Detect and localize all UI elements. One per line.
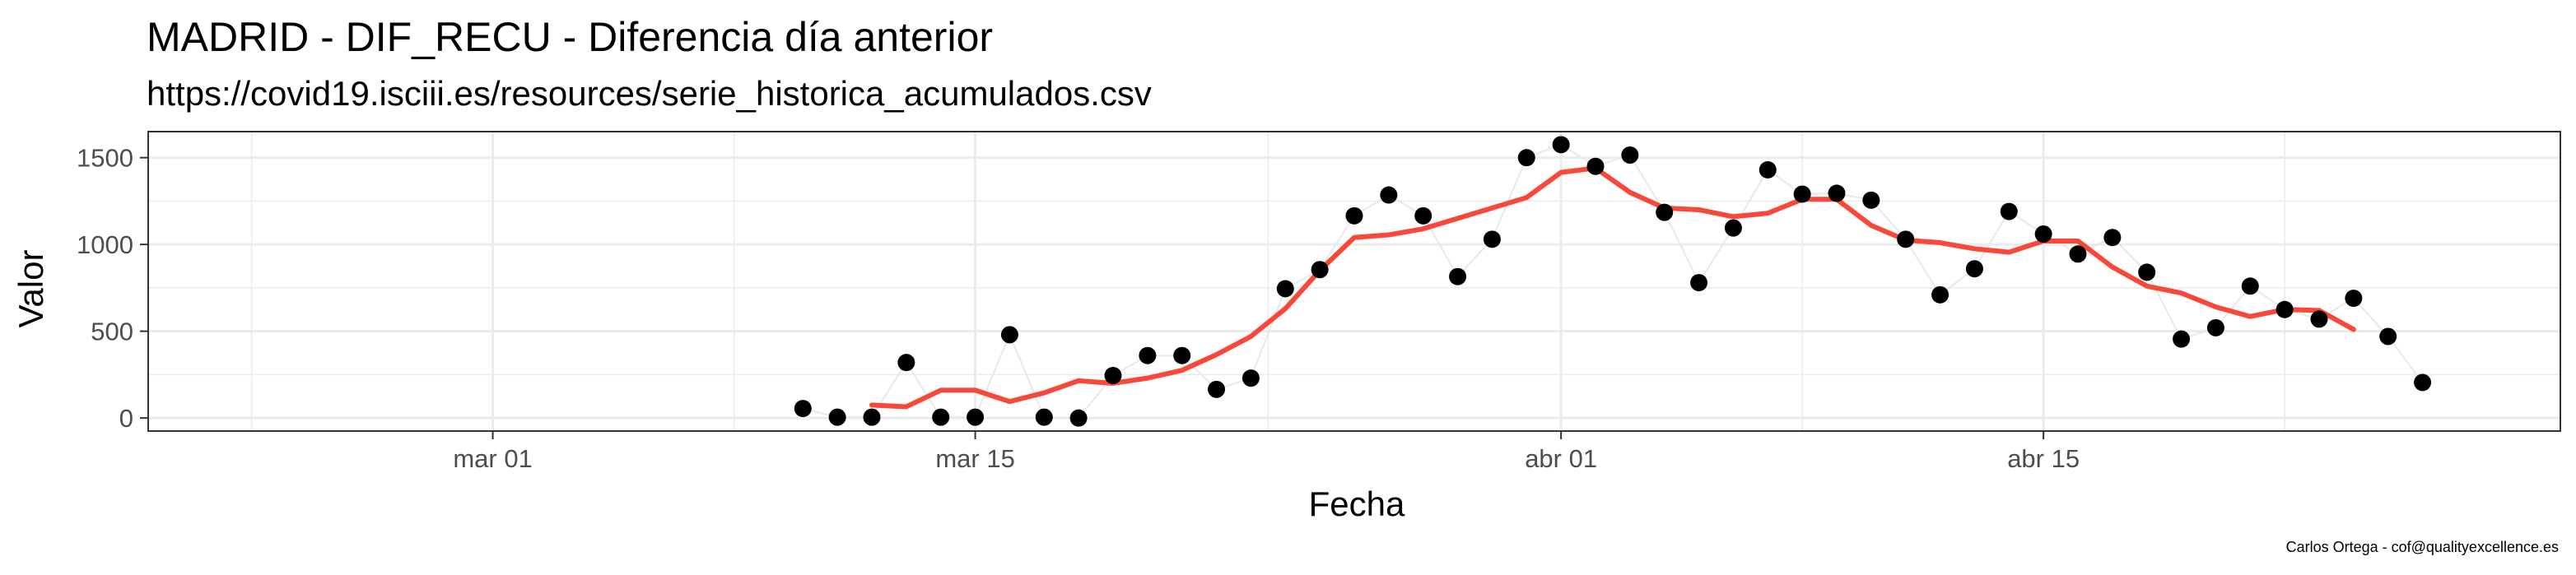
data-point — [1862, 191, 1880, 209]
data-point — [1828, 184, 1846, 202]
data-point — [1517, 149, 1535, 167]
data-point — [1000, 326, 1018, 344]
data-point — [1931, 285, 1949, 304]
x-tick-label: abr 01 — [1525, 444, 1597, 473]
x-tick-label: mar 01 — [453, 444, 532, 473]
x-tick-label: mar 15 — [935, 444, 1014, 473]
data-point — [1449, 267, 1467, 285]
data-point — [2414, 373, 2432, 392]
data-point — [1345, 206, 1363, 225]
x-axis: mar 01 mar 15 abr 01 abr 15 — [453, 431, 2080, 473]
plot-panel-border — [147, 131, 2561, 432]
data-point — [1414, 206, 1432, 225]
data-point — [1690, 274, 1708, 292]
data-point — [1793, 185, 1811, 203]
data-point — [1897, 230, 1915, 248]
data-point — [2345, 290, 2363, 308]
y-tick-label: 0 — [119, 404, 133, 433]
grid-major — [148, 132, 2560, 431]
data-point — [1139, 346, 1157, 364]
data-point — [2241, 277, 2259, 295]
data-point — [1208, 380, 1226, 398]
data-point — [863, 408, 881, 426]
chart-subtitle: https://covid19.isciii.es/resources/seri… — [147, 74, 1152, 113]
chart-title: MADRID - DIF_RECU - Diferencia día anter… — [147, 14, 993, 60]
data-point — [1724, 219, 1742, 237]
data-point — [1311, 261, 1329, 279]
x-axis-title: Fecha — [1309, 485, 1405, 523]
plot-panel — [148, 132, 2560, 431]
data-point — [2000, 202, 2018, 220]
data-point — [1104, 366, 1122, 384]
data-point — [2138, 263, 2156, 281]
data-point — [1035, 408, 1053, 426]
data-point — [1552, 136, 1570, 154]
data-point — [2379, 327, 2397, 345]
data-point — [1241, 369, 1260, 387]
data-point — [1758, 160, 1777, 179]
data-point — [2206, 318, 2224, 336]
data-point — [828, 408, 846, 426]
series-layer — [794, 136, 2432, 427]
data-point — [1621, 146, 1639, 164]
data-point — [1380, 186, 1398, 204]
data-point — [1965, 260, 1983, 278]
rolling-mean-line — [869, 165, 2356, 410]
y-axis-title: Valor — [12, 250, 50, 328]
data-point — [2276, 300, 2294, 318]
y-tick-label: 1500 — [77, 144, 133, 173]
x-tick-label: abr 15 — [2007, 444, 2080, 473]
data-point — [1069, 409, 1088, 427]
y-tick-label: 1000 — [77, 230, 133, 259]
data-point — [1586, 157, 1605, 175]
data-point — [794, 400, 812, 418]
data-point — [1483, 230, 1501, 248]
data-point — [1656, 203, 1674, 221]
chart-caption: Carlos Ortega - cof@qualityexcellence.es — [2286, 539, 2559, 555]
data-point — [2069, 245, 2087, 263]
data-point — [2310, 310, 2328, 328]
data-point — [932, 408, 950, 426]
y-tick-label: 500 — [91, 318, 133, 346]
data-point — [2103, 229, 2122, 247]
data-point — [1276, 280, 1294, 298]
data-point — [1173, 346, 1191, 364]
data-point — [967, 408, 985, 426]
data-point — [897, 354, 915, 372]
data-point — [2034, 225, 2052, 243]
y-axis: 0 500 1000 1500 — [77, 144, 148, 433]
data-point — [2173, 330, 2191, 348]
